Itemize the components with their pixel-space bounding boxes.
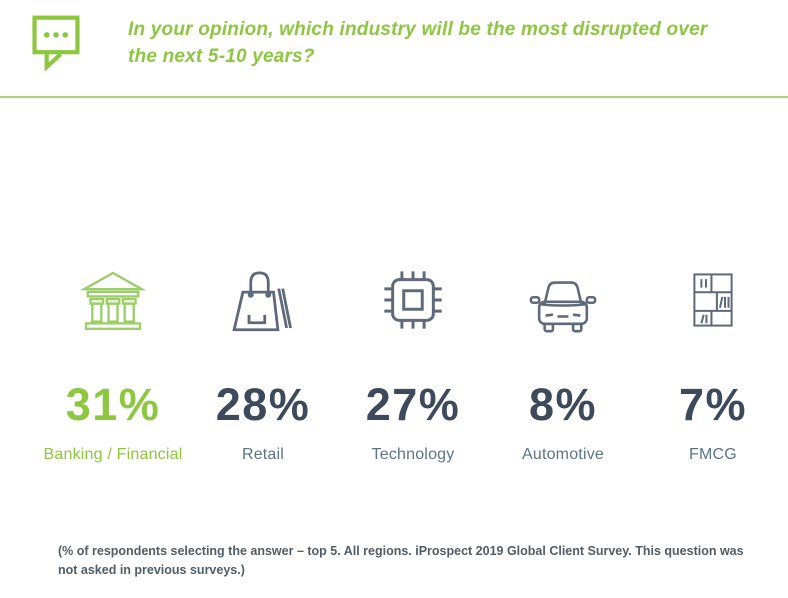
percent-fmcg: 7% (678, 379, 748, 430)
header-divider (0, 96, 788, 98)
label-fmcg: FMCG (689, 446, 737, 463)
chip-icon (338, 258, 488, 342)
column-retail: 28% Retail (188, 258, 338, 464)
column-technology: 27% Technology (338, 258, 488, 464)
percent-automotive: 8% (528, 379, 598, 430)
percent-technology: 27% (365, 379, 461, 430)
footnote-line1: (% of respondents selecting the answer –… (58, 544, 744, 558)
label-banking-financial: Banking / Financial (43, 446, 183, 463)
percent-banking-financial: 31% (65, 379, 161, 430)
car-icon (488, 258, 638, 342)
column-fmcg: 7% FMCG (638, 258, 788, 464)
shopping-bag-icon (188, 258, 338, 342)
label-automotive: Automotive (521, 446, 605, 463)
bank-icon (38, 258, 188, 342)
shelf-icon (638, 258, 788, 342)
footnote-line2: not asked in previous surveys.) (58, 563, 245, 577)
page-title-line1: In your opinion, which industry will be … (128, 19, 708, 40)
speech-bubble-icon (28, 11, 84, 71)
column-automotive: 8% Automotive (488, 258, 638, 464)
page-title-line2: the next 5-10 years? (128, 46, 315, 67)
label-retail: Retail (241, 446, 285, 463)
page-title: In your opinion, which industry will be … (128, 16, 707, 70)
percent-retail: 28% (215, 379, 311, 430)
statistics-row: 31% Banking / Financial 28% Retail (38, 258, 788, 464)
footnote: (% of respondents selecting the answer –… (58, 542, 778, 580)
column-banking-financial: 31% Banking / Financial (38, 258, 188, 464)
label-technology: Technology (371, 446, 455, 463)
